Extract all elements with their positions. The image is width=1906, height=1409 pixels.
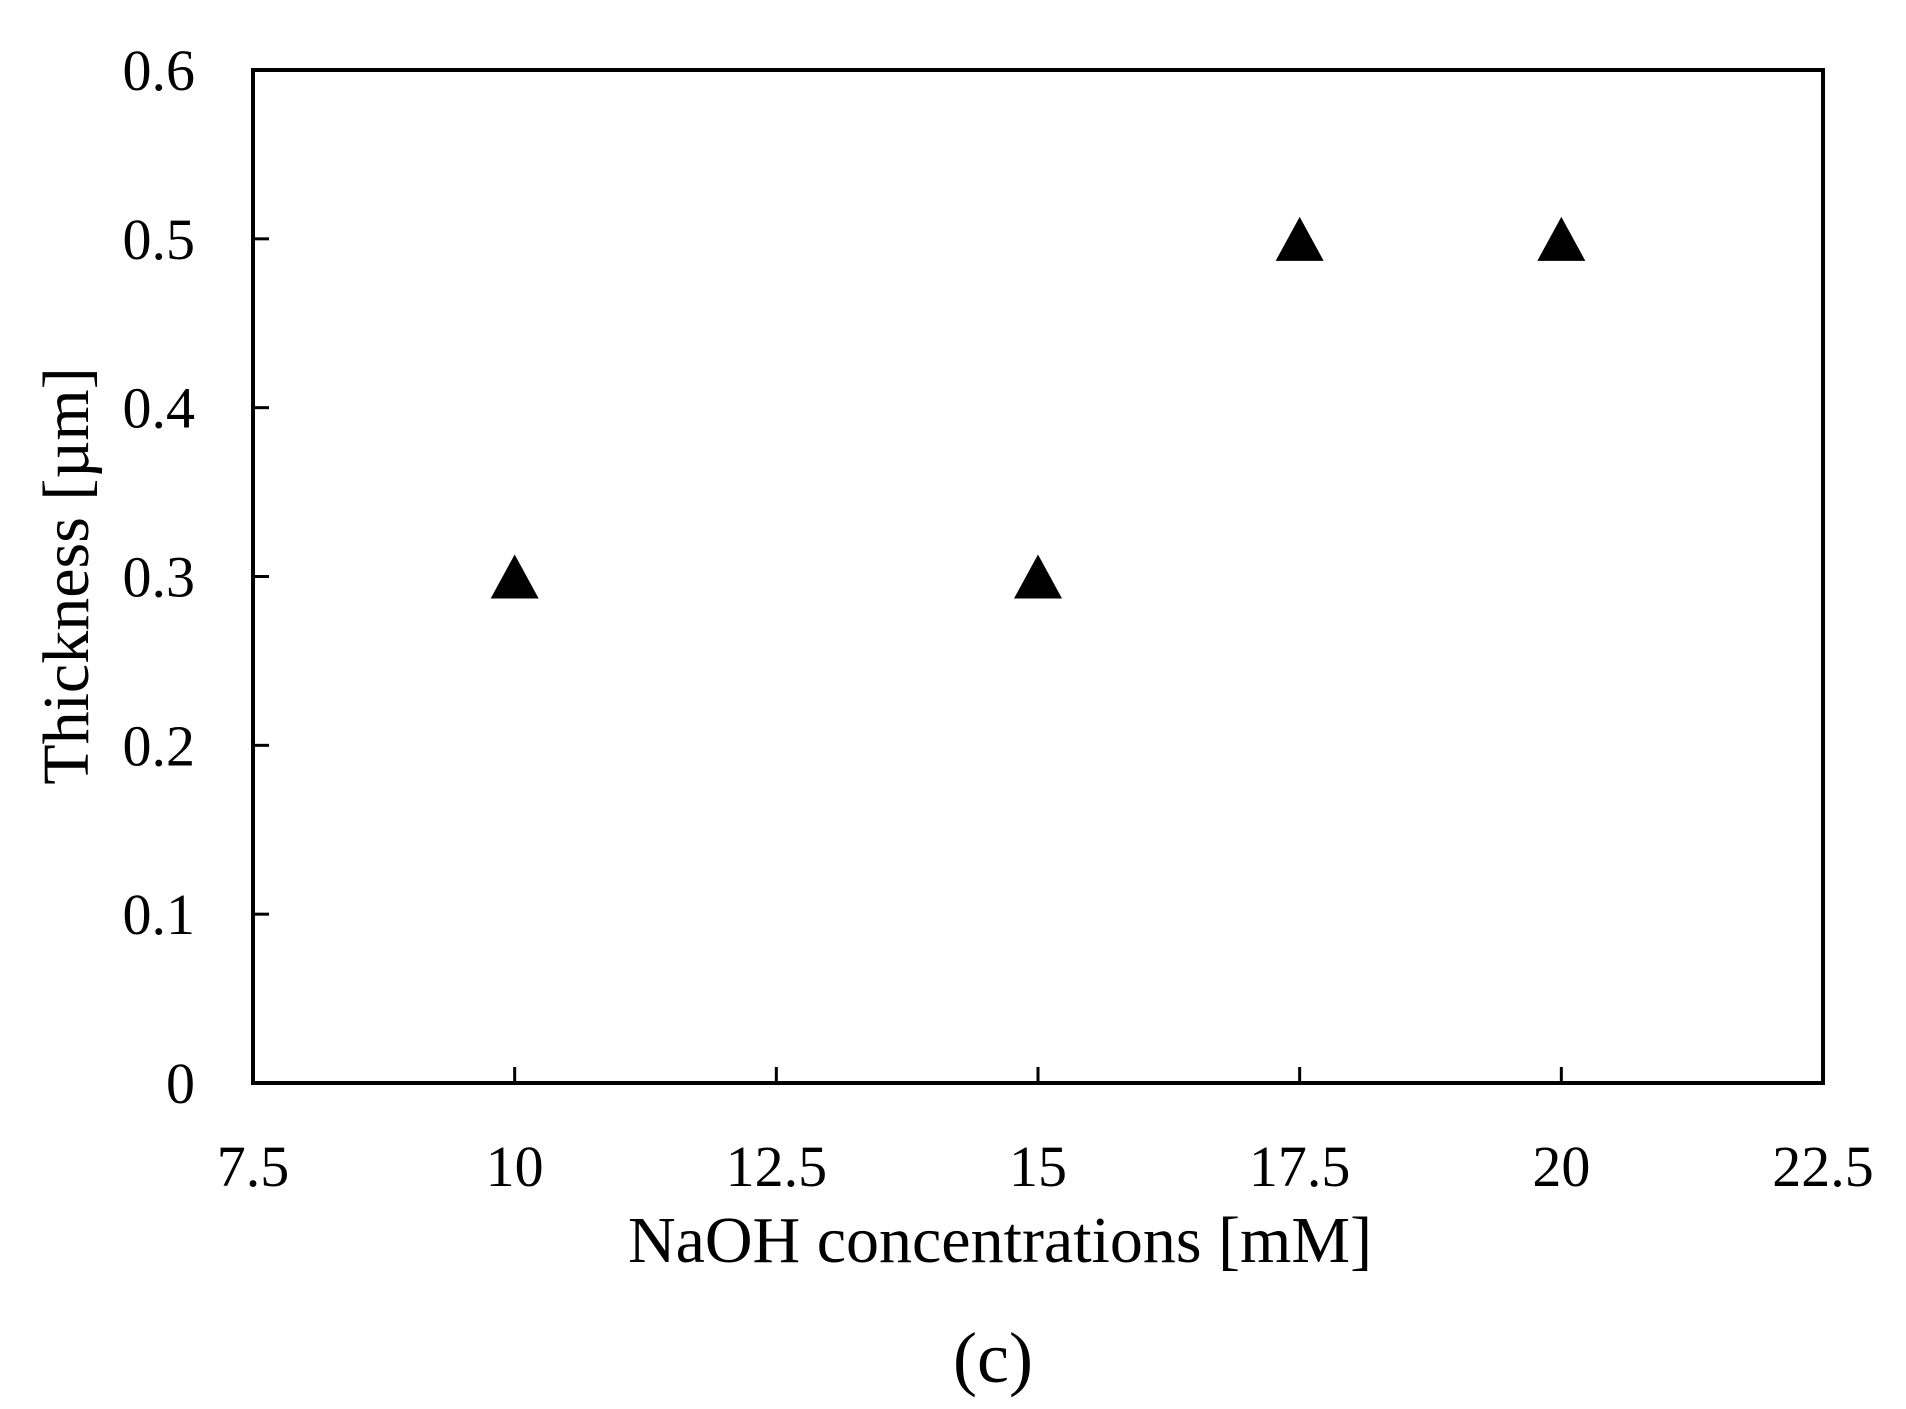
data-points	[490, 216, 1586, 599]
y-tick-label: 0.2	[123, 713, 196, 778]
y-tick-label: 0.1	[123, 882, 196, 947]
y-tick-label: 0.5	[123, 207, 196, 272]
x-tick-label: 17.5	[1249, 1134, 1351, 1199]
x-tick-label: 10	[486, 1134, 544, 1199]
data-point-triangle	[1014, 554, 1062, 599]
x-axis-title: NaOH concentrations [mM]	[628, 1204, 1372, 1277]
x-tick-label: 20	[1532, 1134, 1590, 1199]
data-point-triangle	[1275, 216, 1324, 261]
x-tick-label: 22.5	[1772, 1134, 1874, 1199]
y-tick-label: 0.3	[123, 545, 196, 610]
y-axis-ticks: 0 0.1 0.2 0.3 0.4 0.5 0.6	[123, 38, 269, 1116]
y-tick-label: 0.4	[123, 376, 196, 441]
y-tick-label: 0.6	[123, 38, 196, 103]
x-tick-label: 7.5	[217, 1134, 290, 1199]
panel-label: (c)	[953, 1318, 1033, 1398]
x-tick-label: 12.5	[726, 1134, 828, 1199]
x-tick-label: 15	[1009, 1134, 1067, 1199]
data-point-triangle	[1537, 216, 1586, 261]
y-axis-title: Thickness [µm]	[30, 367, 103, 784]
x-axis-ticks: 7.5 10 12.5 15 17.5 20 22.5	[217, 1067, 1874, 1199]
y-tick-label: 0	[166, 1051, 195, 1116]
data-point-triangle	[490, 554, 539, 599]
